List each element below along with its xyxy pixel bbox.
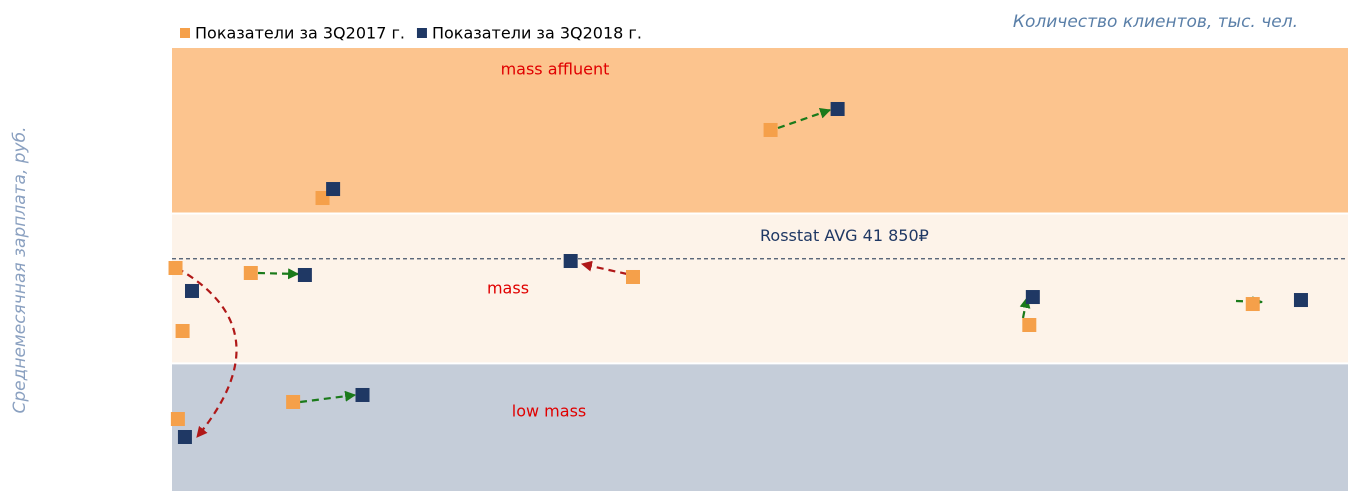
arrow <box>257 268 300 280</box>
legend-swatch <box>180 28 190 38</box>
band <box>172 363 1348 491</box>
point <box>1022 317 1037 332</box>
point <box>175 323 190 338</box>
legend-swatch <box>416 28 427 38</box>
point <box>763 122 778 137</box>
point <box>286 394 301 409</box>
point <box>1293 293 1308 308</box>
legend-label: Показатели за 3Q2017 г. <box>195 24 405 43</box>
band <box>172 213 1348 364</box>
band-label: mass <box>487 279 529 298</box>
arrow <box>299 390 357 404</box>
point <box>563 254 578 269</box>
point <box>1245 297 1260 312</box>
point <box>243 265 258 280</box>
point <box>1025 290 1040 305</box>
y-axis-label: Среднемесячная зарплата, руб. <box>10 126 30 413</box>
point <box>177 429 192 444</box>
band-label: low mass <box>512 402 586 421</box>
point <box>830 101 845 116</box>
point <box>168 261 183 276</box>
point <box>355 387 370 402</box>
band-label: mass affluent <box>501 60 610 79</box>
arrow <box>580 260 628 276</box>
band <box>172 47 1348 214</box>
point <box>184 283 199 298</box>
arrow <box>777 108 832 130</box>
point <box>326 182 341 197</box>
reference-label: Rosstat AVG 41 850₽ <box>760 226 929 245</box>
point <box>170 412 185 427</box>
arrow <box>176 267 238 438</box>
point <box>315 191 330 206</box>
point <box>625 269 640 284</box>
point <box>297 267 312 282</box>
legend-label: Показатели за 3Q2018 г. <box>432 24 642 43</box>
x-axis-label: Количество клиентов, тыс. чел. <box>1013 12 1298 32</box>
